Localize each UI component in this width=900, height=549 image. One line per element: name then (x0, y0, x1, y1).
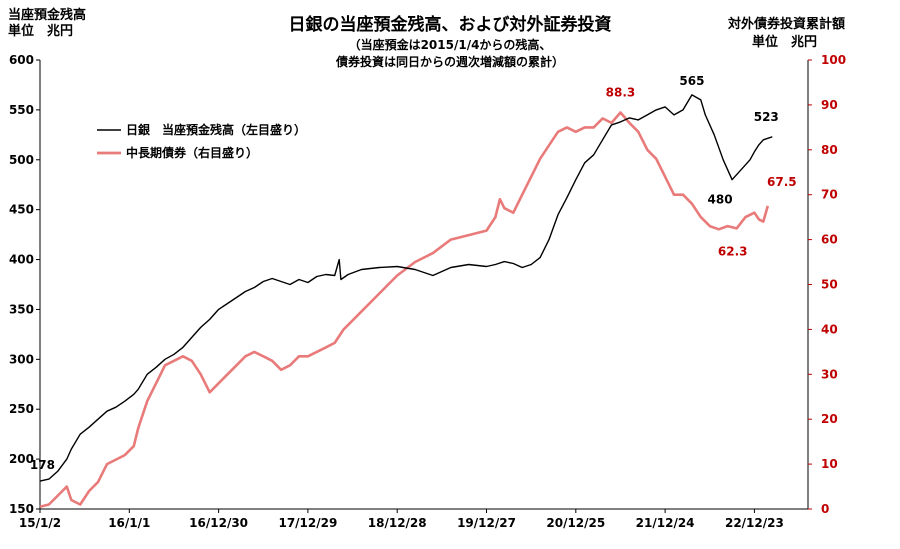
left-axis-unit: 単位 兆円 (8, 24, 74, 39)
chart-subtitle-line-2: 債券投資は同日からの週次増減額の累計） (335, 55, 564, 69)
right-axis-label: 対外債券投資累計額 (728, 17, 846, 32)
axes: 150 200 250 300 350 400 450 500 550 600 0 10 20 30 40 5… (9, 53, 846, 530)
right-tick-label: 10 (821, 457, 838, 471)
series-line-bond-investment (39, 111, 770, 509)
right-tick-label: 80 (821, 143, 838, 157)
x-tick-label: 21/12/24 (636, 516, 695, 530)
series-line-boj-balance (39, 94, 773, 482)
right-tick-label: 100 (821, 53, 846, 67)
right-tick-label: 60 (821, 233, 838, 247)
left-tick-label: 250 (9, 402, 34, 416)
left-tick-label: 400 (9, 253, 34, 267)
x-tick-label: 16/1/1 (108, 516, 150, 530)
right-tick-label: 40 (821, 322, 838, 336)
legend: 日銀 当座預金残高（左目盛り） 中長期債券（右目盛り） (97, 122, 306, 160)
right-tick-label: 50 (821, 278, 838, 292)
x-tick-label: 17/12/29 (278, 516, 337, 530)
left-tick-label: 350 (9, 302, 34, 316)
data-label: 523 (754, 110, 779, 124)
x-tick-label: 19/12/27 (457, 516, 516, 530)
x-tick-label: 22/12/23 (725, 516, 784, 530)
annotations: 178 565 523 480 88.3 67.5 62.3 (30, 74, 797, 472)
chart-title: 日銀の当座預金残高、および対外証券投資 (288, 15, 612, 35)
x-tick-label: 16/12/30 (189, 516, 248, 530)
right-tick-label: 90 (821, 98, 838, 112)
chart-subtitle-line-1: （当座預金は2015/1/4からの残高、 (348, 38, 552, 52)
left-axis-label: 当座預金残高 (8, 8, 87, 23)
left-tick-label: 600 (9, 53, 34, 67)
legend-label: 日銀 当座預金残高（左目盛り） (126, 122, 306, 137)
right-tick-label: 30 (821, 367, 838, 381)
legend-label: 中長期債券（右目盛り） (126, 145, 258, 160)
data-label: 565 (679, 74, 704, 88)
right-tick-label: 70 (821, 188, 838, 202)
left-tick-label: 550 (9, 103, 34, 117)
data-label: 88.3 (606, 86, 636, 100)
right-tick-label: 0 (821, 502, 829, 516)
series-lines (39, 94, 773, 509)
data-label: 62.3 (718, 244, 748, 258)
left-tick-label: 500 (9, 153, 34, 167)
x-tick-label: 15/1/2 (19, 516, 61, 530)
left-tick-label: 300 (9, 352, 34, 366)
left-tick-label: 450 (9, 203, 34, 217)
data-label: 67.5 (767, 175, 797, 189)
right-tick-label: 20 (821, 412, 838, 426)
x-tick-label: 18/12/28 (368, 516, 427, 530)
right-axis-unit: 単位 兆円 (752, 35, 818, 50)
left-tick-label: 200 (9, 452, 34, 466)
data-label: 178 (30, 458, 55, 472)
left-tick-label: 150 (9, 502, 34, 516)
x-tick-label: 20/12/25 (546, 516, 605, 530)
data-label: 480 (708, 193, 733, 207)
